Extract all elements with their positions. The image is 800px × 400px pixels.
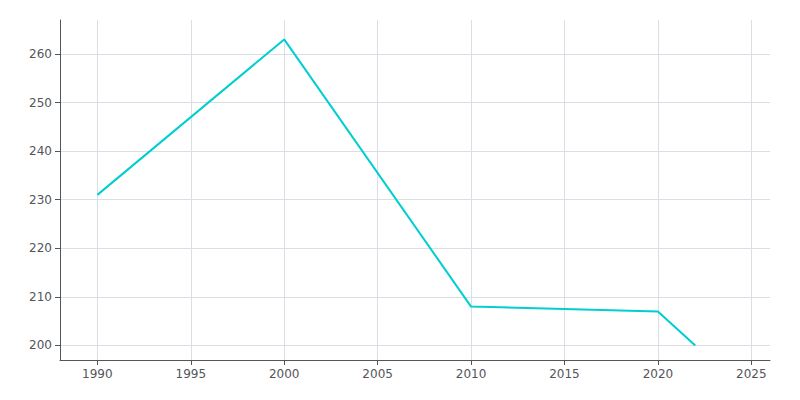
svg-text:2000: 2000	[269, 367, 300, 381]
svg-text:2015: 2015	[549, 367, 580, 381]
svg-text:250: 250	[29, 96, 52, 110]
svg-text:220: 220	[29, 241, 52, 255]
svg-text:200: 200	[29, 338, 52, 352]
svg-text:2025: 2025	[736, 367, 767, 381]
svg-text:260: 260	[29, 47, 52, 61]
svg-text:2010: 2010	[456, 367, 487, 381]
svg-text:1995: 1995	[176, 367, 207, 381]
svg-text:230: 230	[29, 193, 52, 207]
svg-text:1990: 1990	[82, 367, 113, 381]
svg-text:2005: 2005	[362, 367, 393, 381]
svg-text:210: 210	[29, 290, 52, 304]
svg-text:240: 240	[29, 144, 52, 158]
svg-text:2020: 2020	[643, 367, 674, 381]
